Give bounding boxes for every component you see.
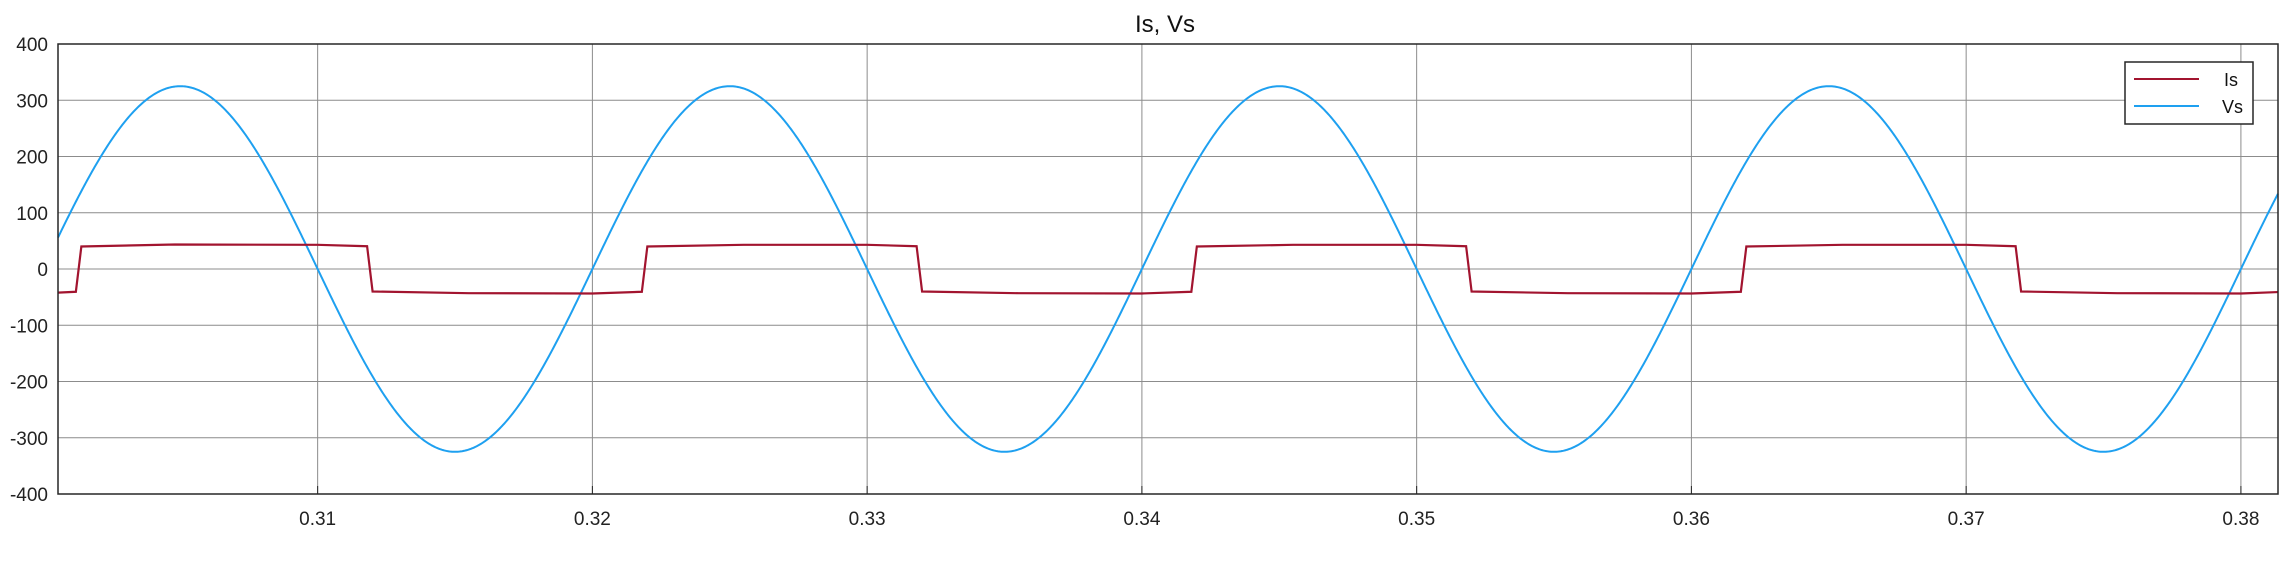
legend: Is Vs [2124,61,2254,125]
tick-labels: 0.31 0.32 0.33 0.34 0.35 0.36 0.37 0.38 400 300 20… [10,35,2259,530]
y-tick-label: 200 [16,148,48,169]
x-tick-label: 0.32 [574,509,611,530]
y-tick-label: -300 [10,429,48,450]
y-tick-label: -400 [10,485,48,506]
y-tick-label: -100 [10,316,48,337]
y-tick-label: 300 [16,91,48,112]
series-layer [57,85,2279,453]
y-tick-label: 100 [16,204,48,225]
x-tick-label: 0.38 [2222,509,2259,530]
y-tick-label: -200 [10,373,48,394]
y-tick-label: 0 [37,260,48,281]
x-tick-label: 0.31 [299,509,336,530]
x-tick-label: 0.37 [1948,509,1985,530]
plot-frame [57,43,2279,495]
y-tick-label: 400 [16,35,48,56]
legend-box [2124,61,2254,125]
legend-label-vs: Vs [2222,97,2243,117]
x-tick-label: 0.34 [1123,509,1160,530]
series-line-vs [57,85,2279,453]
legend-label-is: Is [2224,70,2238,90]
x-tick-label: 0.35 [1398,509,1435,530]
x-tick-label: 0.36 [1673,509,1710,530]
x-tick-label: 0.33 [849,509,886,530]
series-line-is [57,243,2279,295]
chart-title: Is, Vs [1135,11,1195,38]
